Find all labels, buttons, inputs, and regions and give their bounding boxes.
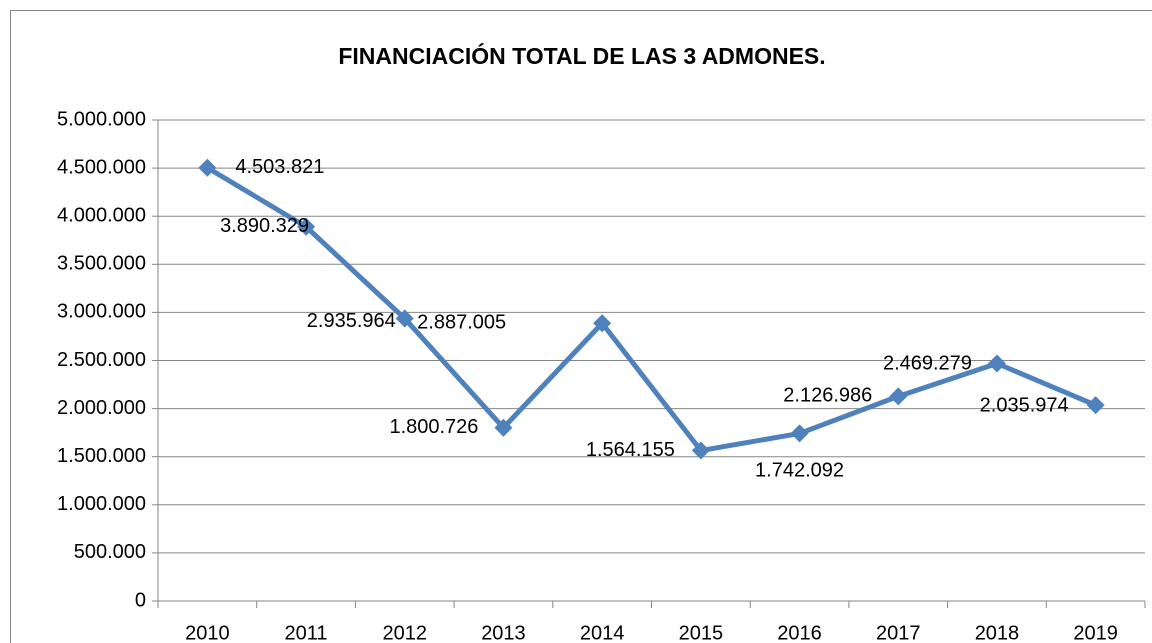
x-tick-label: 2013 bbox=[481, 622, 526, 643]
data-point bbox=[790, 424, 809, 443]
data-point bbox=[691, 441, 710, 460]
series-line bbox=[206, 165, 1097, 454]
data-point bbox=[395, 309, 414, 328]
data-label: 2.126.986 bbox=[783, 385, 872, 407]
x-tick-label: 2014 bbox=[580, 622, 625, 643]
data-point bbox=[1086, 396, 1105, 415]
y-tick-label: 500.000 bbox=[74, 541, 146, 563]
x-tick-label: 2016 bbox=[777, 622, 822, 643]
data-label: 4.503.821 bbox=[235, 156, 324, 178]
x-tick-label: 2012 bbox=[383, 622, 428, 643]
data-label: 3.890.329 bbox=[220, 215, 309, 237]
data-point bbox=[297, 217, 316, 236]
data-label: 1.742.092 bbox=[755, 460, 844, 482]
x-tick-label: 2019 bbox=[1073, 622, 1118, 643]
y-tick-label: 1.000.000 bbox=[57, 493, 146, 515]
x-tick-label: 2017 bbox=[876, 622, 921, 643]
data-label: 2.935.964 bbox=[307, 310, 396, 332]
data-label: 1.800.726 bbox=[389, 416, 478, 438]
data-point bbox=[593, 314, 612, 333]
data-point bbox=[494, 418, 513, 437]
x-tick-label: 2018 bbox=[975, 622, 1020, 643]
x-tick-label: 2015 bbox=[679, 622, 724, 643]
y-tick-label: 5.000.000 bbox=[57, 108, 146, 130]
y-tick-label: 0 bbox=[135, 589, 146, 611]
y-tick-label: 2.500.000 bbox=[57, 349, 146, 371]
data-point bbox=[889, 387, 908, 406]
y-tick-label: 3.000.000 bbox=[57, 301, 146, 323]
data-label: 1.564.155 bbox=[586, 439, 675, 461]
chart-title: FINANCIACIÓN TOTAL DE LAS 3 ADMONES. bbox=[338, 42, 825, 69]
x-tick-label: 2010 bbox=[185, 622, 230, 643]
y-tick-label: 1.500.000 bbox=[57, 445, 146, 467]
chart-border bbox=[10, 10, 1152, 643]
x-tick-label: 2011 bbox=[285, 622, 328, 643]
y-tick-label: 3.500.000 bbox=[57, 253, 146, 275]
data-label: 2.035.974 bbox=[980, 394, 1069, 416]
data-label: 2.469.279 bbox=[883, 353, 972, 375]
y-tick-label: 4.000.000 bbox=[57, 204, 146, 226]
y-tick-label: 2.000.000 bbox=[57, 397, 146, 419]
data-point bbox=[198, 158, 217, 177]
data-label: 2.887.005 bbox=[417, 312, 506, 334]
data-point bbox=[987, 354, 1006, 373]
y-tick-label: 4.500.000 bbox=[57, 156, 146, 178]
